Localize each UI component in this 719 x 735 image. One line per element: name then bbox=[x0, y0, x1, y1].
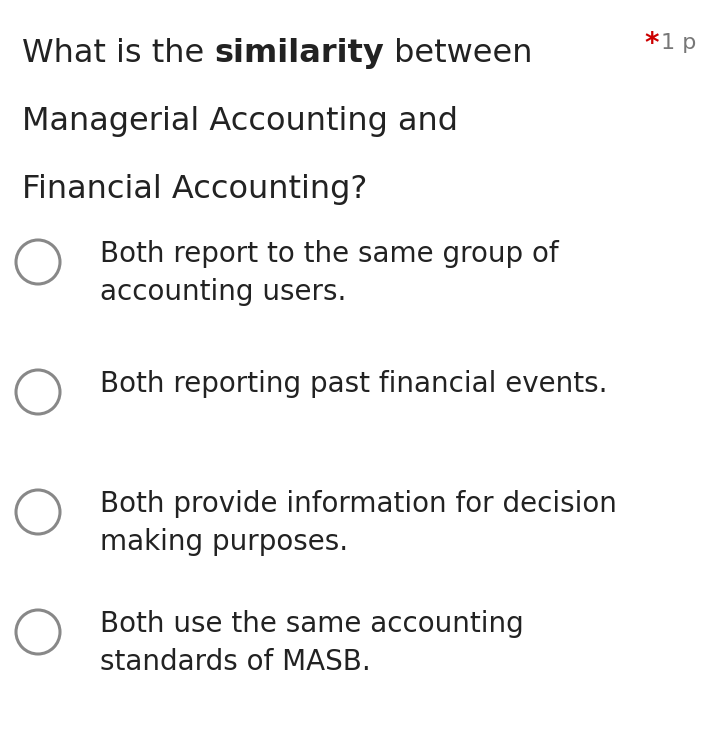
Text: accounting users.: accounting users. bbox=[100, 278, 347, 306]
Text: Both report to the same group of: Both report to the same group of bbox=[100, 240, 559, 268]
Text: Both provide information for decision: Both provide information for decision bbox=[100, 490, 617, 518]
Text: *: * bbox=[644, 30, 659, 58]
Text: between: between bbox=[384, 38, 533, 69]
Text: similarity: similarity bbox=[214, 38, 384, 69]
Text: Managerial Accounting and: Managerial Accounting and bbox=[22, 106, 458, 137]
Text: 1 p: 1 p bbox=[661, 33, 697, 53]
Text: standards of MASB.: standards of MASB. bbox=[100, 648, 371, 676]
Text: making purposes.: making purposes. bbox=[100, 528, 348, 556]
Text: What is the: What is the bbox=[22, 38, 214, 69]
Text: Both use the same accounting: Both use the same accounting bbox=[100, 610, 523, 638]
Text: Financial Accounting?: Financial Accounting? bbox=[22, 174, 367, 205]
Text: Both reporting past financial events.: Both reporting past financial events. bbox=[100, 370, 608, 398]
